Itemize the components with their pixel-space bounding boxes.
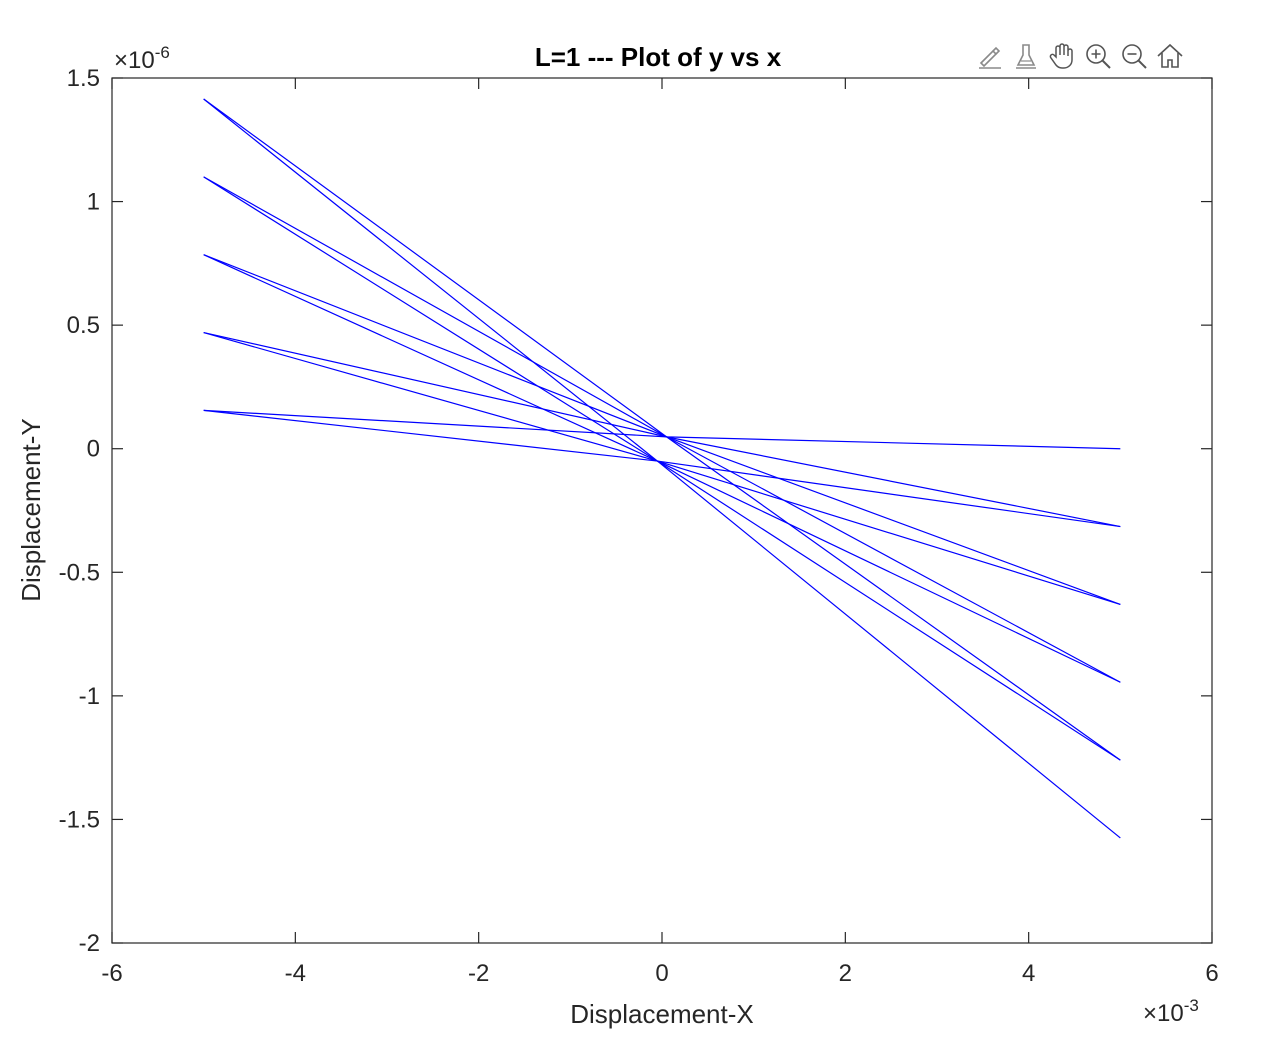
home-icon xyxy=(1157,43,1183,68)
pan-hand-icon xyxy=(1049,43,1073,69)
zoom-out-button[interactable] xyxy=(1116,37,1152,75)
edit-brush-icon xyxy=(979,46,1001,69)
y-tick-label: -0.5 xyxy=(59,559,100,586)
series-line-10 xyxy=(203,98,1121,839)
edit-brush-button[interactable] xyxy=(972,37,1008,75)
pan-button[interactable] xyxy=(1044,37,1080,75)
y-tick-label: 1.5 xyxy=(67,65,100,92)
series-line-9 xyxy=(203,98,1121,761)
chart-title: L=1 --- Plot of y vs x xyxy=(535,42,782,72)
data-tips-button[interactable] xyxy=(1008,37,1044,75)
tick-labels: -6 -4 -2 0 2 4 6 -2 -1.5 -1 -0.5 0 0.5 1 1.5 xyxy=(59,65,1219,987)
y-axis-label: Displacement-Y xyxy=(16,418,46,602)
y-tick-label: -1.5 xyxy=(59,806,100,833)
zoom-out-icon xyxy=(1122,44,1147,69)
x-tick-label: -2 xyxy=(468,960,489,987)
y-tick-label: 0 xyxy=(87,436,100,463)
zoom-in-button[interactable] xyxy=(1080,37,1116,75)
x-exponent-label: ×10-3 xyxy=(1143,996,1199,1027)
x-tick-label: 0 xyxy=(655,960,668,987)
data-tips-icon xyxy=(1016,44,1036,69)
y-tick-label: -1 xyxy=(79,683,100,710)
x-tick-label: -6 xyxy=(101,960,122,987)
x-tick-label: 2 xyxy=(839,960,852,987)
x-axis-label: Displacement-X xyxy=(570,999,754,1029)
x-tick-label: -4 xyxy=(285,960,306,987)
zoom-in-icon xyxy=(1086,44,1111,69)
home-button[interactable] xyxy=(1152,37,1188,75)
y-tick-label: 0.5 xyxy=(67,312,100,339)
y-tick-label: 1 xyxy=(87,189,100,216)
x-tick-label: 4 xyxy=(1022,960,1035,987)
y-exponent-label: ×10-6 xyxy=(114,43,170,74)
x-tick-label: 6 xyxy=(1205,960,1218,987)
y-tick-label: -2 xyxy=(79,930,100,957)
ticks xyxy=(111,77,1213,944)
plot-lines xyxy=(203,98,1121,839)
axes-toolbar xyxy=(972,36,1188,76)
